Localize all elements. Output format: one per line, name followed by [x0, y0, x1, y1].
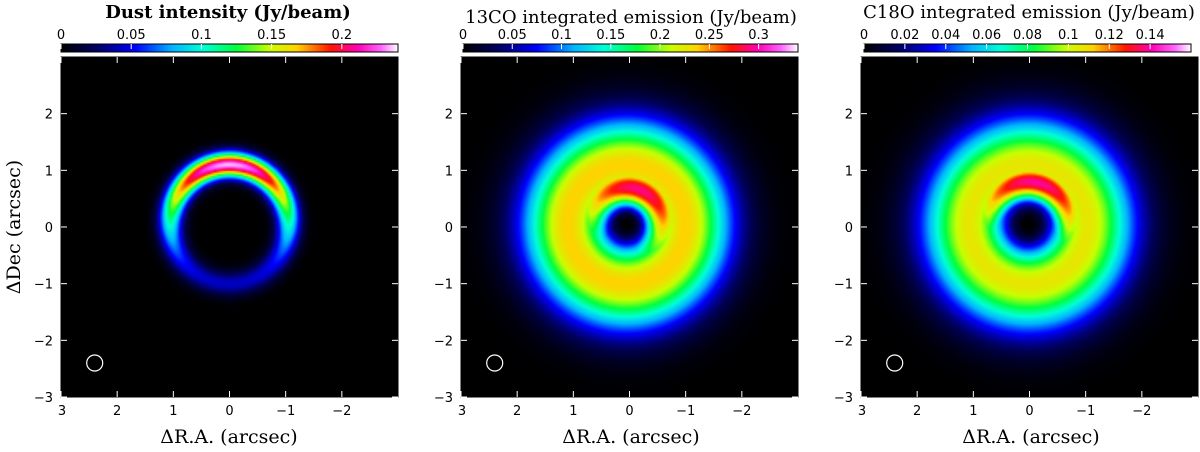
y-tick-label-c18o: 1	[845, 164, 853, 179]
x-tick-label-c18o: −1	[1076, 404, 1095, 419]
x-tick-label-dust: 0	[225, 404, 233, 419]
y-tick-label-dust: −3	[34, 391, 53, 406]
colorbar-tick-label-dust: 0.15	[257, 28, 286, 43]
y-tick-label-13co: −1	[434, 278, 453, 293]
colorbar-tick-label-dust: 0	[57, 28, 65, 43]
colorbar-tick-label-13co: 0.1	[551, 28, 572, 43]
heatmap-dust: 3 2 1 0 −1 −2 2 1 0 −1 −2 −3	[34, 56, 399, 419]
x-tick-label-c18o: −2	[1132, 404, 1151, 419]
colorbar-tick-label-c18o: 0	[860, 28, 868, 43]
colorbar-tick-label-c18o: 0.12	[1095, 28, 1124, 43]
colorbar-dust: 0 0.05 0.1 0.15 0.2	[57, 28, 399, 53]
x-tick-label-13co: 0	[625, 404, 633, 419]
y-tick-label-c18o: −3	[834, 391, 853, 406]
panel-c18o: C18O integrated emission (Jy/beam) 0 0.02…	[834, 2, 1199, 448]
beam-ellipse-dust	[86, 354, 104, 372]
beam-ellipse-c18o	[886, 354, 904, 372]
colorbar-tick-label-c18o: 0.02	[890, 28, 919, 43]
emission-map-c18o	[861, 57, 1198, 397]
emission-map-13co	[461, 57, 798, 397]
x-tick-label-dust: −1	[276, 404, 295, 419]
colorbar-tick-label-13co: 0.05	[498, 28, 527, 43]
x-tick-label-13co: −1	[676, 404, 695, 419]
y-tick-label-c18o: −1	[834, 278, 853, 293]
x-tick-label-dust: 1	[169, 404, 177, 419]
x-tick-label-13co: −2	[732, 404, 751, 419]
y-tick-label-c18o: −2	[834, 334, 853, 349]
y-tick-label-13co: −3	[434, 391, 453, 406]
colorbar-tick-label-c18o: 0.06	[972, 28, 1001, 43]
x-tick-label-13co: 1	[569, 404, 577, 419]
y-tick-label-13co: 1	[445, 164, 453, 179]
y-tick-label-13co: −2	[434, 334, 453, 349]
x-axis-title-13co: ΔR.A. (arcsec)	[562, 426, 699, 448]
colorbar-tick-label-dust: 0.05	[117, 28, 146, 43]
x-tick-label-13co: 2	[513, 404, 521, 419]
heatmap-c18o: 3 2 1 0 −1 −2 2 1 0 −1 −2 −3	[834, 56, 1199, 419]
colorbar-tick-label-13co: 0	[459, 28, 467, 43]
y-tick-label-c18o: 2	[845, 108, 853, 123]
x-tick-label-dust: 3	[58, 404, 66, 419]
panel-dust: Dust intensity (Jy/beam) 0 0.05 0.1 0.15 0.2…	[3, 2, 399, 448]
colorbar-dust-gradient	[60, 43, 399, 53]
colorbar-tick-label-dust: 0.1	[191, 28, 212, 43]
y-tick-label-c18o: 0	[845, 221, 853, 236]
y-tick-label-dust: 2	[45, 108, 53, 123]
x-tick-label-c18o: 1	[969, 404, 977, 419]
y-tick-label-13co: 0	[445, 221, 453, 236]
colorbar-13co: 0 0.05 0.1 0.15 0.2 0.25 0.3	[459, 28, 799, 53]
colorbar-tick-label-dust: 0.2	[331, 28, 352, 43]
x-tick-label-c18o: 3	[858, 404, 866, 419]
x-tick-label-dust: −2	[332, 404, 351, 419]
y-tick-label-dust: −2	[34, 334, 53, 349]
y-tick-label-13co: 2	[445, 108, 453, 123]
x-axis-title-c18o: ΔR.A. (arcsec)	[962, 426, 1099, 448]
colorbar-tick-label-13co: 0.15	[596, 28, 625, 43]
colorbar-tick-label-c18o: 0.08	[1013, 28, 1042, 43]
panel-title-c18o: C18O integrated emission (Jy/beam)	[863, 2, 1195, 23]
heatmap-13co: 3 2 1 0 −1 −2 2 1 0 −1 −2 −3	[434, 56, 799, 419]
x-tick-label-c18o: 2	[913, 404, 921, 419]
y-tick-label-dust: 0	[45, 221, 53, 236]
colorbar-tick-label-c18o: 0.14	[1136, 28, 1165, 43]
colorbar-tick-label-13co: 0.3	[748, 28, 769, 43]
x-tick-label-13co: 3	[458, 404, 466, 419]
x-tick-label-c18o: 0	[1025, 404, 1033, 419]
panel-title-13co: 13CO integrated emission (Jy/beam)	[465, 7, 797, 28]
colorbar-tick-label-c18o: 0.04	[931, 28, 960, 43]
colorbar-13co-gradient	[462, 43, 799, 53]
colorbar-tick-label-c18o: 0.1	[1058, 28, 1079, 43]
colorbar-tick-label-13co: 0.25	[695, 28, 724, 43]
x-tick-label-dust: 2	[113, 404, 121, 419]
emission-map-dust	[61, 57, 398, 397]
x-axis-title-dust: ΔR.A. (arcsec)	[160, 426, 297, 448]
y-tick-label-dust: −1	[34, 278, 53, 293]
panel-title-dust: Dust intensity (Jy/beam)	[105, 2, 351, 23]
colorbar-tick-label-13co: 0.2	[650, 28, 671, 43]
panel-13co: 13CO integrated emission (Jy/beam) 0 0.05…	[434, 7, 799, 448]
colorbar-c18o: 0 0.02 0.04 0.06 0.08 0.1 0.12 0.14	[860, 28, 1192, 53]
y-tick-label-dust: 1	[45, 164, 53, 179]
y-axis-title: ΔDec (arcsec)	[3, 160, 25, 294]
beam-ellipse-13co	[486, 354, 504, 372]
